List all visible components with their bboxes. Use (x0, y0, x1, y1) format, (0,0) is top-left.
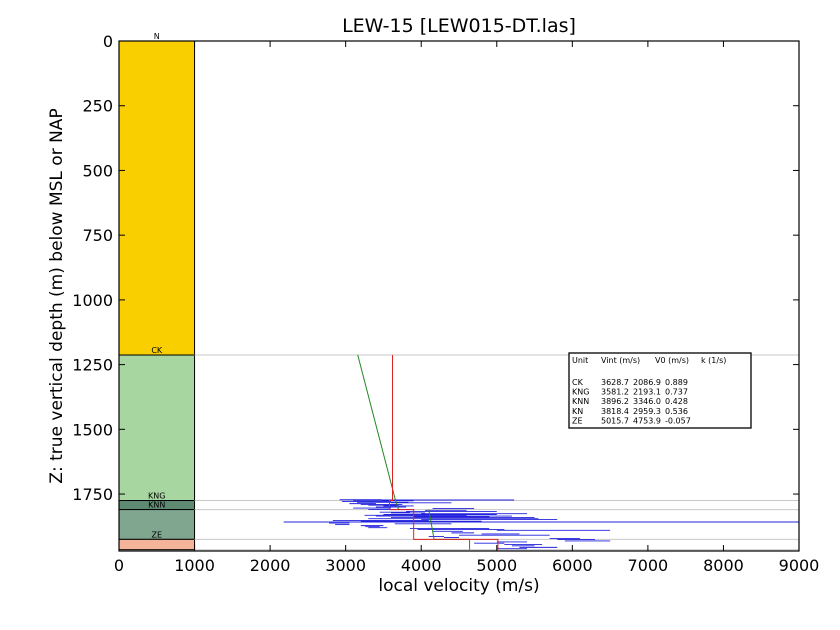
unit-label: N (154, 32, 160, 41)
table-cell: 0.737 (665, 388, 688, 397)
velocity-table: Unit Vint (m/s) V0 (m/s) k (1/s) CK 3628.7 208… (568, 352, 752, 429)
y-tick-label: 250 (82, 97, 113, 116)
x-axis-ticks: 0 1000 2000 3000 4000 5000 6000 7000 8000 9000 (114, 41, 819, 575)
plot-frame (118, 40, 800, 552)
table-cell: 0.428 (665, 397, 688, 406)
y-tick-label: 1250 (72, 356, 113, 375)
chart-title: LEW-15 [LEW015-DT.las] (342, 15, 576, 37)
y-tick-label: 500 (82, 161, 113, 180)
x-tick-label: 1000 (174, 556, 215, 575)
v0k-model-line (395, 500, 400, 510)
table-cell: 2959.3 (633, 407, 661, 416)
y-tick-label: 0 (103, 32, 113, 51)
y-axis-ticks: 0 250 500 750 1000 1250 1500 1750 (72, 32, 799, 504)
x-tick-label: 8000 (703, 556, 744, 575)
table-cell: 4753.9 (633, 416, 661, 425)
table-cell: KNG (572, 388, 589, 397)
x-tick-label: 5000 (476, 556, 517, 575)
table-header-cell: V0 (m/s) (655, 356, 689, 365)
velocity-table-box (568, 352, 752, 429)
stratigraphic-column (118, 40, 196, 551)
horizon-lines (194, 354, 799, 551)
v0k-model-line (428, 509, 435, 540)
unit-label: ZE (152, 530, 163, 539)
x-tick-label: 3000 (325, 556, 366, 575)
table-cell: 3346.0 (633, 397, 661, 406)
unit-block-n (118, 40, 196, 356)
table-cell: 3581.2 (601, 388, 629, 397)
table-header-cell: Vint (m/s) (601, 356, 640, 365)
table-cell: KNN (572, 397, 589, 406)
table-cell: KN (572, 407, 583, 416)
table-cell: 3818.4 (601, 407, 629, 416)
x-tick-label: 9000 (779, 556, 820, 575)
table-cell: -0.057 (665, 416, 691, 425)
x-tick-label: 2000 (250, 556, 291, 575)
y-tick-label: 1500 (72, 420, 113, 439)
x-axis-label: local velocity (m/s) (378, 576, 539, 596)
table-cell: 2193.1 (633, 388, 661, 397)
y-tick-label: 1750 (72, 485, 113, 504)
y-tick-label: 1000 (72, 291, 113, 310)
table-cell: CK (572, 378, 584, 387)
table-header-cell: k (1/s) (701, 356, 726, 365)
unit-block-ze (118, 538, 196, 551)
v0k-model-line (434, 538, 471, 550)
table-cell: 3628.7 (601, 378, 629, 387)
y-axis-label: Z: true vertical depth (m) below MSL or … (47, 108, 67, 483)
table-cell: 0.536 (665, 407, 688, 416)
unit-label: CK (151, 346, 163, 355)
table-cell: 0.889 (665, 378, 688, 387)
x-tick-label: 0 (114, 556, 124, 575)
table-header-cell: Unit (572, 356, 588, 365)
x-tick-label: 6000 (552, 556, 593, 575)
table-cell: 2086.9 (633, 378, 661, 387)
v0k-model-line (357, 354, 397, 501)
unit-label: KNG (148, 492, 165, 501)
unit-label: KNN (148, 501, 165, 510)
interval-velocity-series (388, 355, 499, 550)
unit-block-knn (118, 509, 196, 540)
interval-velocity-line (388, 355, 499, 550)
table-cell: 5015.7 (601, 416, 629, 425)
table-cell: 3896.2 (601, 397, 629, 406)
x-tick-label: 7000 (628, 556, 669, 575)
table-cell: ZE (572, 416, 583, 425)
y-tick-label: 750 (82, 226, 113, 245)
x-tick-label: 4000 (401, 556, 442, 575)
velocity-log-series (283, 499, 799, 550)
unit-block-ck (118, 354, 196, 502)
